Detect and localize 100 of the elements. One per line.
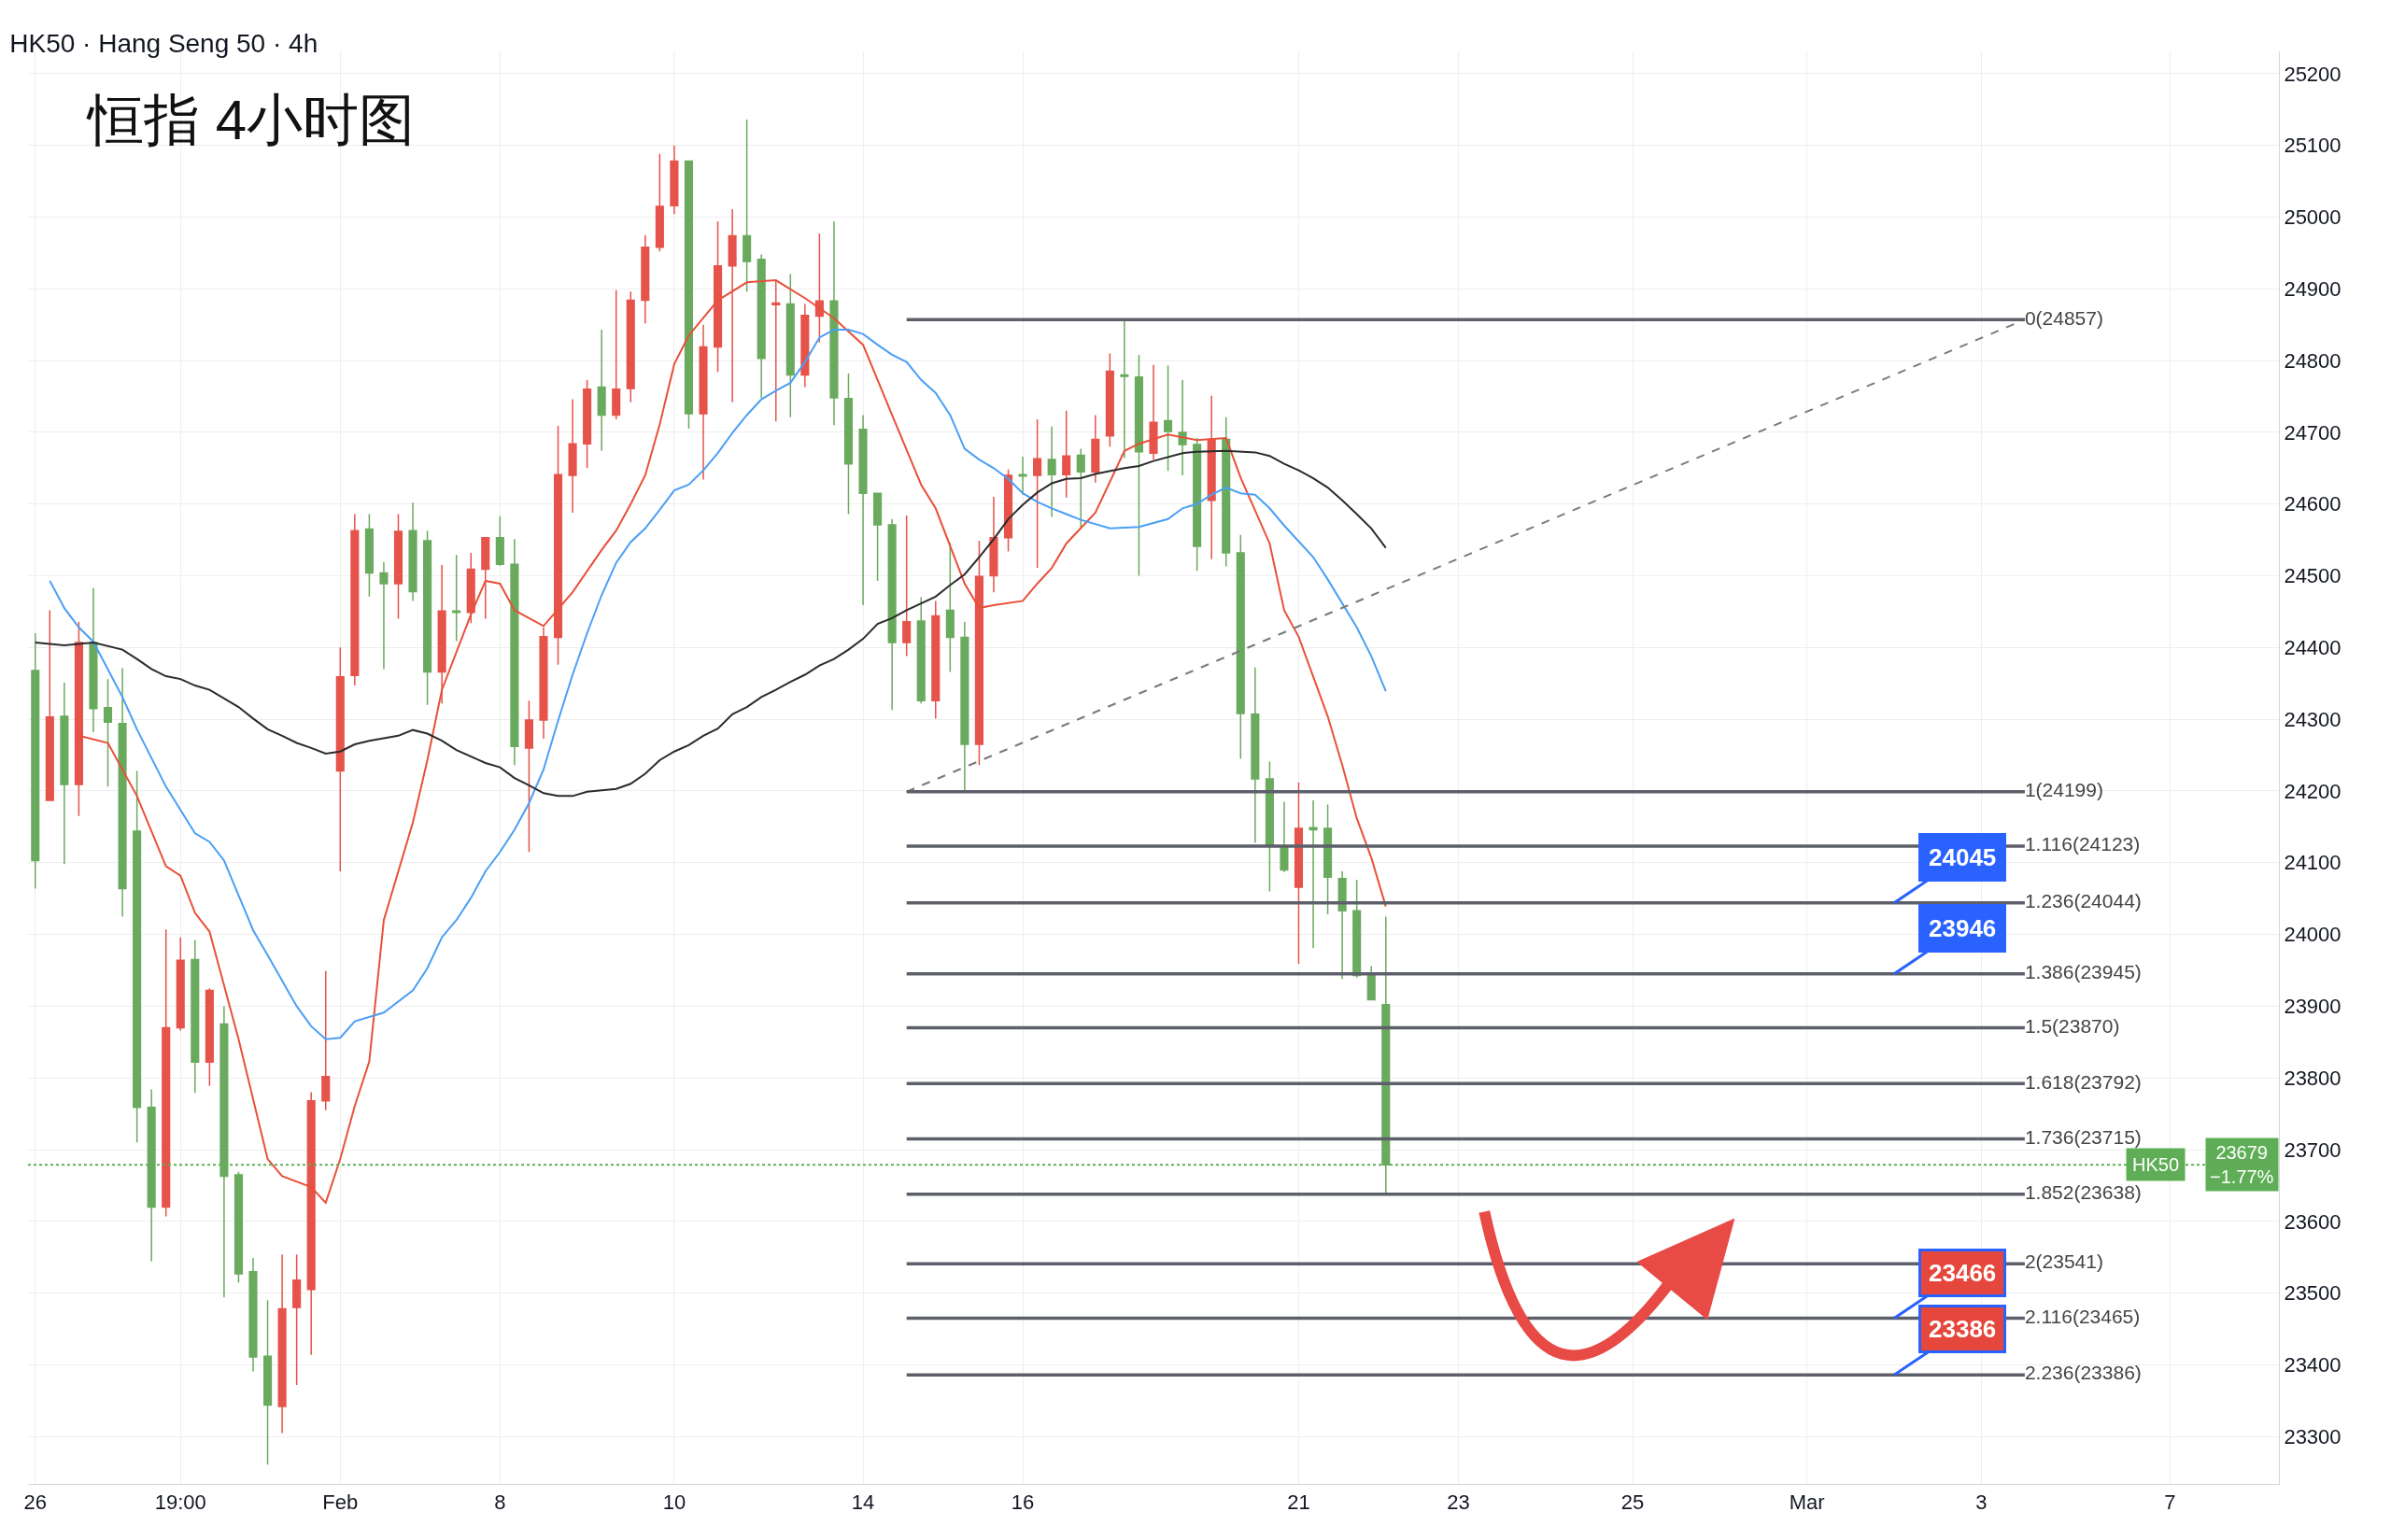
y-tick-label: 24000 <box>2284 923 2341 947</box>
x-tick-label: 23 <box>1447 1491 1470 1515</box>
candlestick <box>205 987 214 1087</box>
series-label: 2.116(23465) <box>2024 1305 2141 1327</box>
candlestick <box>1076 447 1085 530</box>
candlestick <box>1134 354 1144 577</box>
series-label: 2.236(23386) <box>2024 1362 2142 1384</box>
candlestick <box>248 1257 258 1373</box>
candlestick <box>1105 352 1114 447</box>
x-tick-label: 21 <box>1287 1491 1310 1515</box>
x-tick-label: 14 <box>851 1491 875 1515</box>
candlestick <box>437 564 446 704</box>
candlestick <box>350 513 360 686</box>
candlestick <box>887 518 897 711</box>
candlestick <box>1120 319 1129 459</box>
y-tick-label: 23300 <box>2284 1425 2341 1448</box>
candlestick <box>1207 394 1216 560</box>
candlestick <box>785 273 795 418</box>
y-tick-label: 24900 <box>2284 276 2341 301</box>
y-tick-label: 24100 <box>2284 851 2341 875</box>
candlestick <box>612 290 621 420</box>
candlestick <box>583 379 592 470</box>
candlestick <box>233 1171 244 1283</box>
candlestick <box>873 492 883 582</box>
candlestick <box>408 502 417 602</box>
x-tick-label: 3 <box>1975 1491 1988 1515</box>
candlestick <box>1236 533 1245 760</box>
candlestick <box>757 253 766 399</box>
candlestick <box>262 1299 273 1466</box>
candlestick <box>481 537 490 620</box>
candlestick <box>771 279 781 423</box>
candlestick <box>1251 667 1260 844</box>
y-tick-label: 23900 <box>2284 995 2341 1019</box>
candlestick <box>728 208 737 403</box>
candlestick <box>960 620 969 793</box>
candlestick <box>989 496 998 593</box>
candlestick <box>133 770 142 1144</box>
candlestick <box>814 233 824 344</box>
candlestick <box>684 160 694 430</box>
candlestick <box>1323 803 1333 915</box>
candlestick <box>713 220 723 374</box>
candlestick <box>1003 469 1013 553</box>
y-tick-label: 24200 <box>2284 779 2341 803</box>
candlestick <box>335 646 345 872</box>
y-tick-label: 25100 <box>2284 134 2341 158</box>
candlestick <box>60 682 69 866</box>
candlestick <box>1018 456 1027 496</box>
y-tick-label: 23500 <box>2284 1281 2341 1306</box>
candlestick <box>743 119 752 293</box>
annotation: −1.77% <box>2210 1166 2274 1187</box>
candlestick <box>495 516 504 567</box>
annotation: 23946 <box>1929 914 1997 942</box>
chart-title: HK50 · Hang Seng 50 · 4h <box>9 28 318 58</box>
line-series <box>49 329 1387 1040</box>
candlestick <box>277 1253 287 1434</box>
series-label: 1.116(24123) <box>2024 833 2141 855</box>
y-tick-label: 24400 <box>2284 636 2341 660</box>
annotation: 24045 <box>1929 843 1997 871</box>
candlestick <box>1163 364 1173 473</box>
ref-line-label: HK50 <box>2132 1154 2180 1175</box>
candlestick <box>45 609 54 801</box>
text: 恒指 4小时图 <box>86 89 416 151</box>
candlestick <box>568 398 577 514</box>
candlestick <box>74 620 83 817</box>
candlestick <box>118 667 127 918</box>
y-tick-label: 23600 <box>2284 1209 2341 1234</box>
x-tick-label: 8 <box>494 1491 506 1515</box>
candlestick <box>191 939 200 1095</box>
series-label: 0(24857) <box>2024 306 2103 329</box>
candlestick <box>655 153 664 253</box>
candlestick <box>103 678 113 788</box>
candlestick <box>1352 879 1362 979</box>
x-tick-label: 19:00 <box>154 1491 206 1515</box>
candlestick <box>162 928 171 1218</box>
y-tick-label: 25000 <box>2284 205 2341 230</box>
series-label: 1(24199) <box>2024 778 2103 800</box>
candlestick <box>945 542 955 673</box>
series-label: 1.618(23792) <box>2024 1070 2142 1093</box>
candlestick <box>1091 414 1100 484</box>
annotation: 23386 <box>1929 1315 1997 1343</box>
annotation: 23679 <box>2215 1142 2269 1163</box>
candlestick <box>89 586 98 733</box>
line-series <box>78 279 1387 1204</box>
candlestick <box>931 600 941 720</box>
candlestick <box>31 632 40 890</box>
candlestick <box>466 552 475 624</box>
candlestick <box>1366 965 1376 1001</box>
candlestick <box>829 220 839 426</box>
series-label: 1.236(24044) <box>2024 890 2142 912</box>
candlestick <box>524 699 533 854</box>
x-tick-label: 25 <box>1620 1491 1645 1515</box>
candlestick <box>292 1253 302 1386</box>
candlestick <box>858 414 868 606</box>
candlestick <box>902 515 912 657</box>
candlestick <box>1280 800 1289 873</box>
candlestick <box>1062 410 1071 499</box>
candlestick <box>1222 417 1231 568</box>
line-series <box>34 449 1387 798</box>
x-tick-label: Mar <box>1789 1491 1825 1515</box>
x-tick-label: 16 <box>1011 1491 1035 1515</box>
